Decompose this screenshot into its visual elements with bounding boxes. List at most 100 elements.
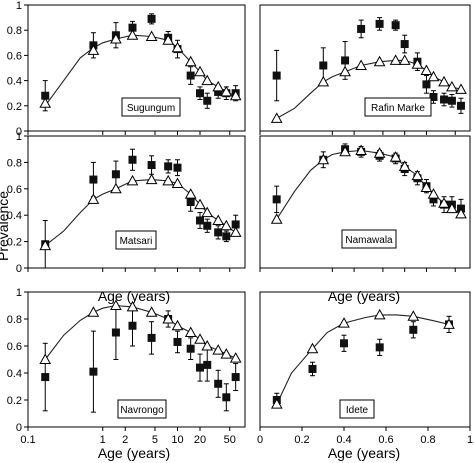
observed-point <box>340 339 348 348</box>
y-tick-label: 0.4 <box>7 368 22 380</box>
predicted-point <box>220 348 233 359</box>
y-tick-label: 0.2 <box>7 395 22 407</box>
observed-point <box>272 71 281 80</box>
site-label: Idete <box>346 405 369 416</box>
x-tick-label: 2 <box>122 434 128 446</box>
model-line <box>44 304 236 360</box>
site-label: Sugungum <box>127 103 175 114</box>
predicted-point <box>212 80 225 92</box>
predicted-point <box>446 80 458 92</box>
predicted-point <box>446 202 458 214</box>
predicted-point <box>443 318 455 329</box>
observed-point <box>222 232 231 241</box>
predicted-point <box>420 181 433 192</box>
predicted-point <box>171 319 184 331</box>
observed-point <box>222 393 231 402</box>
predicted-point <box>87 44 100 55</box>
observed-point <box>272 195 281 204</box>
predicted-point <box>194 333 206 344</box>
predicted-point <box>145 30 158 41</box>
x-tick-label: 0.6 <box>378 434 393 446</box>
panel-matsari: 0 0.2 0.4 0.6 0.8 1 Matsari <box>7 131 246 275</box>
predicted-point <box>438 75 450 87</box>
observed-point <box>231 373 240 382</box>
site-label: Matsari <box>120 236 153 247</box>
predicted-point <box>411 169 424 181</box>
predicted-point <box>126 174 139 186</box>
observed-point <box>128 321 137 330</box>
predicted-point <box>420 64 433 75</box>
observed-point <box>391 21 400 30</box>
observed-point <box>429 92 438 101</box>
observed-point <box>214 379 223 388</box>
site-label-box <box>364 97 432 117</box>
observed-point <box>89 175 98 184</box>
predicted-point <box>438 197 450 208</box>
predicted-point <box>373 308 386 320</box>
observed-point <box>147 333 156 342</box>
x-axis-title-bottom: Age (years) <box>98 445 170 461</box>
predicted-point <box>162 34 175 45</box>
predicted-point <box>339 145 351 157</box>
predicted-point <box>184 326 197 337</box>
predicted-point <box>270 112 283 123</box>
predicted-point <box>427 188 440 199</box>
x-axis-title-middle-right: Age (years) <box>328 288 400 304</box>
observed-point <box>409 325 418 334</box>
predicted-point <box>39 97 52 108</box>
plot-frame <box>27 291 246 428</box>
observed-point <box>231 220 240 229</box>
predicted-point <box>455 207 467 219</box>
site-label-box <box>341 229 397 249</box>
predicted-point <box>398 160 411 171</box>
observed-point <box>195 89 204 98</box>
observed-point <box>186 198 195 206</box>
predicted-point <box>339 65 351 77</box>
predicted-point <box>194 65 206 77</box>
predicted-point <box>427 70 440 82</box>
y-tick-label: 1 <box>16 287 22 299</box>
predicted-point <box>306 342 319 354</box>
model-line <box>44 34 236 107</box>
panel-sugungum: 0 0.2 0.4 0.6 0.8 1 Sugungum <box>7 0 246 138</box>
site-label-box <box>115 230 157 250</box>
y-tick-label: 0.8 <box>7 157 22 169</box>
predicted-point <box>373 147 386 158</box>
observed-point <box>195 363 204 372</box>
observed-point <box>357 24 366 33</box>
y-tick-label: 0.4 <box>7 76 22 88</box>
observed-point <box>456 101 465 110</box>
predicted-point <box>126 300 139 312</box>
plot-frame <box>259 291 471 428</box>
predicted-point <box>39 239 52 251</box>
observed-point <box>41 373 50 382</box>
site-label-box <box>121 97 181 117</box>
x-tick-label: 0.2 <box>294 434 309 446</box>
site-label: Rafin Marke <box>371 103 425 114</box>
observed-point <box>186 71 195 80</box>
y-tick-label: 1 <box>16 0 22 12</box>
plot-frame <box>27 135 246 269</box>
plot-frame <box>259 4 471 132</box>
observed-point <box>128 155 137 164</box>
panel-namawala: Namawala <box>259 135 471 272</box>
predicted-point <box>87 193 100 204</box>
predicted-point <box>184 55 197 67</box>
predicted-point <box>145 306 158 317</box>
y-tick-label: 0.8 <box>7 25 22 37</box>
y-tick-label: 0.2 <box>7 237 22 249</box>
y-tick-label: 0.2 <box>7 101 22 113</box>
predicted-point <box>110 299 122 310</box>
observed-point <box>203 360 212 369</box>
panel-idete: 0 0.2 0.4 0.6 0.8 1 Idete <box>257 291 473 446</box>
observed-point <box>164 162 173 171</box>
model-line <box>276 59 462 119</box>
observed-point <box>203 221 212 230</box>
plot-frame <box>27 4 246 132</box>
observed-point <box>147 161 156 170</box>
x-tick-label: 0.8 <box>420 434 435 446</box>
predicted-point <box>201 339 214 351</box>
predicted-point <box>201 74 214 86</box>
predicted-point <box>87 306 100 317</box>
predicted-point <box>110 32 122 44</box>
